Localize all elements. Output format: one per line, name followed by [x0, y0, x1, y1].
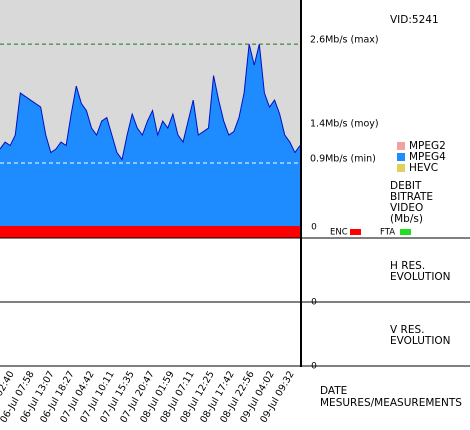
- reference-label: 1.4Mb/s (moy): [310, 119, 379, 130]
- flag-label: ENC: [330, 228, 348, 238]
- y-axis-title: VIDEO: [390, 202, 423, 214]
- y-axis-title: BITRATE: [390, 191, 433, 203]
- legend-swatch: [397, 153, 405, 161]
- flag-swatch: [400, 229, 411, 235]
- enc-strip: [0, 226, 300, 238]
- reference-label: 0.9Mb/s (min): [310, 154, 376, 165]
- legend-label: HEVC: [409, 162, 438, 174]
- x-axis-title: MESURES/MEASUREMENTS: [320, 397, 462, 409]
- panel-label: EVOLUTION: [390, 271, 451, 283]
- panel-label: H RES.: [390, 260, 425, 272]
- flag-label: FTA: [380, 228, 395, 238]
- panel-label: V RES.: [390, 324, 424, 336]
- area: [0, 44, 300, 227]
- panel-tick-label: 0: [311, 298, 317, 308]
- y-tick-label: 0: [311, 223, 317, 233]
- y-axis-title: (Mb/s): [390, 213, 423, 225]
- line: [0, 43, 301, 161]
- legend-swatch: [397, 142, 405, 150]
- x-axis-title: DATE: [320, 385, 347, 397]
- reference-label: 2.6Mb/s (max): [310, 35, 379, 46]
- panel-label: EVOLUTION: [390, 335, 451, 347]
- flag-swatch: [350, 229, 361, 235]
- y-axis-title: DEBIT: [390, 180, 422, 192]
- vid: VID:5241: [390, 14, 439, 26]
- legend-label: MPEG4: [409, 151, 446, 163]
- legend-swatch: [397, 164, 405, 172]
- panel-tick-label: 0: [311, 362, 317, 372]
- legend-label: MPEG2: [409, 140, 446, 152]
